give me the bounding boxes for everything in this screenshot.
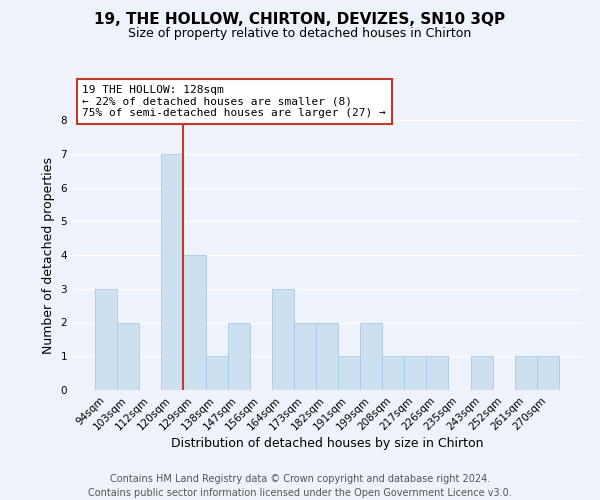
Bar (117, 322, 139, 390)
Bar (537, 356, 559, 390)
Text: Contains HM Land Registry data © Crown copyright and database right 2024.
Contai: Contains HM Land Registry data © Crown c… (88, 474, 512, 498)
Bar (227, 322, 250, 390)
Bar (206, 356, 227, 390)
Bar (294, 322, 316, 390)
Bar (515, 356, 537, 390)
Bar (272, 289, 294, 390)
Bar (338, 356, 360, 390)
Bar (470, 356, 493, 390)
Bar (316, 322, 338, 390)
X-axis label: Distribution of detached houses by size in Chirton: Distribution of detached houses by size … (171, 438, 483, 450)
Y-axis label: Number of detached properties: Number of detached properties (42, 156, 55, 354)
Bar (382, 356, 404, 390)
Bar (95, 289, 117, 390)
Bar (427, 356, 448, 390)
Bar (184, 255, 206, 390)
Bar (404, 356, 427, 390)
Text: 19 THE HOLLOW: 128sqm
← 22% of detached houses are smaller (8)
75% of semi-detac: 19 THE HOLLOW: 128sqm ← 22% of detached … (82, 85, 386, 118)
Bar (360, 322, 382, 390)
Bar (161, 154, 184, 390)
Text: 19, THE HOLLOW, CHIRTON, DEVIZES, SN10 3QP: 19, THE HOLLOW, CHIRTON, DEVIZES, SN10 3… (94, 12, 506, 28)
Text: Size of property relative to detached houses in Chirton: Size of property relative to detached ho… (128, 28, 472, 40)
